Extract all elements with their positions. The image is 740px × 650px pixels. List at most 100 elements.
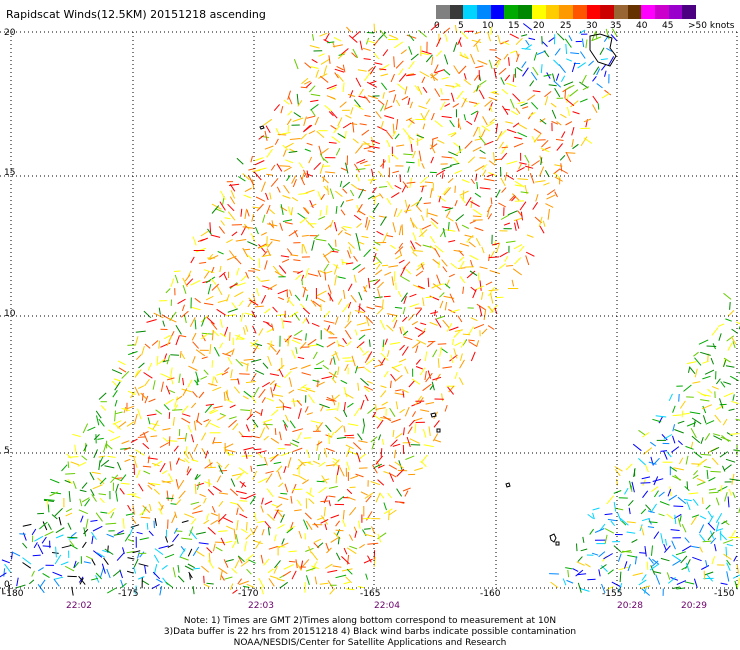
wind-barb (512, 122, 520, 128)
wind-barb (473, 323, 485, 329)
wind-barb (690, 441, 694, 449)
wind-barb (278, 296, 284, 301)
wind-barb (260, 505, 264, 513)
wind-barb (365, 511, 373, 521)
wind-barb (719, 398, 724, 409)
wind-speed-color-scale (436, 5, 697, 19)
wind-barb (706, 469, 709, 480)
wind-barb (329, 330, 335, 336)
wind-barb (425, 402, 434, 405)
wind-barb (395, 432, 403, 439)
wind-barb (141, 345, 145, 356)
wind-barb (702, 415, 707, 424)
wind-barb (316, 480, 325, 483)
wind-barb (306, 412, 313, 415)
wind-barb (631, 539, 638, 543)
wind-barb (187, 548, 193, 557)
wind-barb (315, 238, 327, 242)
wind-barb (90, 531, 97, 540)
wind-barb (436, 315, 445, 320)
wind-barb (240, 497, 247, 500)
wind-barb (664, 545, 671, 553)
wind-barb (37, 584, 45, 594)
wind-barb (589, 528, 595, 535)
wind-barb (236, 267, 240, 276)
wind-barb (548, 36, 556, 43)
wind-barb (270, 238, 281, 242)
wind-barb (219, 569, 223, 581)
wind-barb (329, 357, 333, 365)
wind-barb (572, 111, 580, 115)
wind-barb (73, 561, 79, 569)
wind-barb (342, 509, 345, 520)
wind-barb (204, 302, 214, 306)
wind-barb (382, 339, 385, 348)
wind-barb (714, 543, 717, 552)
wind-barb (356, 322, 367, 326)
wind-barb (501, 88, 509, 95)
wind-barb (487, 213, 493, 220)
wind-barb (459, 190, 469, 196)
wind-barb (707, 531, 715, 541)
wind-barb (328, 495, 336, 498)
wind-barb (235, 239, 247, 242)
wind-barb (279, 165, 291, 167)
wind-barb (55, 534, 64, 539)
wind-barb (253, 386, 260, 397)
wind-barb (92, 525, 103, 532)
wind-barb (364, 114, 371, 117)
wind-barb (90, 489, 95, 497)
wind-barb (193, 443, 199, 452)
wind-barb (565, 121, 573, 126)
wind-barb (231, 231, 238, 237)
wind-barb (498, 202, 507, 208)
wind-barb (429, 143, 438, 150)
wind-barb (335, 529, 344, 532)
wind-barb (641, 476, 651, 480)
wind-barb (290, 495, 293, 504)
wind-barb (700, 399, 710, 402)
wind-barb (349, 90, 354, 98)
wind-barb (157, 358, 166, 365)
wind-barb (158, 307, 161, 315)
wind-barb (388, 89, 396, 93)
wind-barb (512, 73, 515, 83)
wind-barb (266, 322, 273, 328)
wind-barb (132, 550, 141, 554)
wind-barb (326, 341, 336, 348)
wind-barb (667, 489, 672, 497)
scale-swatch (655, 5, 669, 19)
wind-barb (352, 263, 361, 271)
wind-barb (402, 330, 409, 336)
wind-barb (332, 565, 342, 568)
wind-barb (525, 255, 530, 266)
wind-barb (681, 565, 689, 571)
wind-barb (726, 571, 730, 582)
wind-barb (261, 529, 265, 536)
wind-barb (373, 52, 380, 60)
wind-barb (223, 326, 229, 337)
wind-barb (239, 373, 250, 375)
scale-swatch (641, 5, 655, 19)
wind-barb (328, 111, 334, 117)
wind-barb (371, 168, 374, 176)
wind-barb (516, 219, 520, 229)
wind-barb (479, 305, 483, 317)
wind-barb (563, 81, 574, 87)
wind-barb (175, 530, 183, 532)
wind-barb (627, 554, 638, 558)
wind-barb (421, 50, 432, 55)
wind-barb (306, 461, 313, 466)
wind-barb (160, 504, 164, 511)
wind-barb (219, 342, 224, 349)
wind-barb (410, 246, 415, 253)
wind-barb (598, 551, 606, 558)
wind-barb (324, 448, 328, 458)
wind-barb (443, 69, 451, 76)
wind-barb (317, 516, 325, 521)
wind-barb (294, 329, 303, 337)
wind-barb (425, 54, 433, 63)
wind-barb (210, 234, 221, 238)
scale-swatch (490, 5, 505, 19)
wind-barb (297, 356, 305, 360)
